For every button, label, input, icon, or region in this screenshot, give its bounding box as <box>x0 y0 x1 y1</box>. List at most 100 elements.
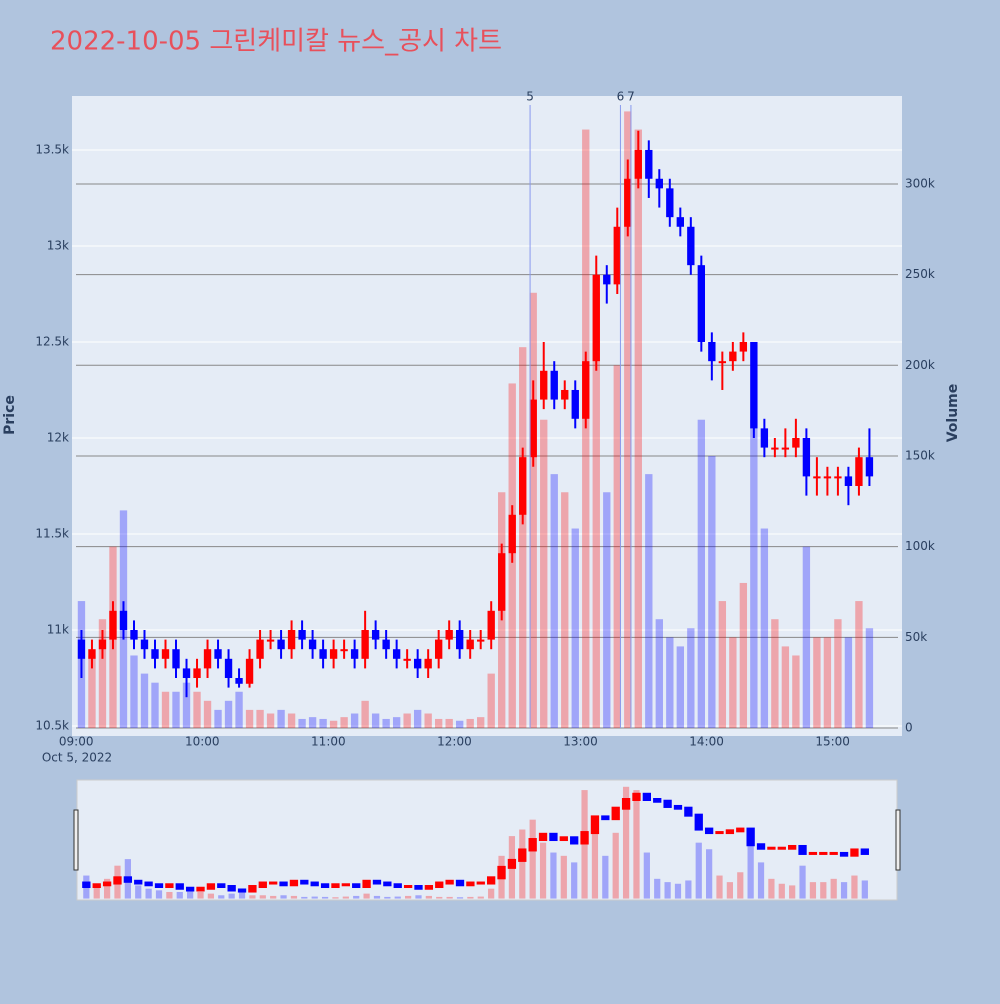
volume-bar <box>561 492 569 729</box>
slider-volume-bar <box>840 882 848 899</box>
candle-body <box>329 649 338 659</box>
volume-bar <box>519 347 527 729</box>
slider-volume-bar <box>238 891 246 899</box>
slider-candle <box>144 881 153 887</box>
y-tick-label: 12.5k <box>35 334 69 348</box>
slider-candle <box>403 885 413 889</box>
volume-bar <box>865 628 874 729</box>
slider-candle <box>653 798 662 803</box>
volume-bar <box>130 655 138 729</box>
candle-body <box>413 658 422 669</box>
volume-bar <box>750 419 758 729</box>
volume-bar <box>235 691 243 729</box>
candle-body <box>687 226 695 266</box>
slider-volume-bar <box>135 885 142 899</box>
candle-body <box>350 649 359 659</box>
slider-candle <box>642 792 651 802</box>
volume-bar <box>582 129 590 729</box>
volume-bar <box>771 619 779 729</box>
slider-candle <box>134 879 143 885</box>
candle-body <box>760 428 769 448</box>
volume-bar <box>529 292 537 729</box>
candle-body <box>319 649 327 659</box>
slider-candle <box>746 827 755 847</box>
volume-bar <box>718 601 727 729</box>
volume-bar <box>193 691 201 729</box>
slider-candle <box>684 806 693 817</box>
candle-body <box>802 437 811 477</box>
candle-body <box>645 149 653 179</box>
candle-body <box>434 639 443 659</box>
slider-candle <box>611 806 620 821</box>
slider-candle <box>362 879 371 889</box>
volume-bar <box>477 717 485 729</box>
candle-body <box>193 668 201 679</box>
volume-bar <box>182 682 191 729</box>
slider-volume-bar <box>695 842 702 899</box>
slider-candle <box>435 881 444 889</box>
slider-volume-bar <box>571 862 578 899</box>
slider-volume-bar <box>778 883 785 899</box>
x-tick-label: 11:00 <box>311 735 346 749</box>
slider-candle <box>237 888 247 893</box>
x-tick-label: 14:00 <box>689 735 724 749</box>
slider-candle <box>102 881 112 887</box>
slider-volume-bar <box>446 896 453 899</box>
volume-bar <box>571 528 579 729</box>
slider-volume-bar <box>176 891 183 899</box>
volume-bar <box>550 474 558 729</box>
slider-volume-bar <box>716 875 723 899</box>
slider-volume-bar <box>706 849 713 899</box>
y-tick-label: 11k <box>47 623 69 637</box>
slider-volume-bar <box>290 895 298 899</box>
slider-candle <box>424 885 434 890</box>
slider-candle <box>217 883 226 889</box>
slider-candle <box>559 836 568 842</box>
candle-body <box>287 630 296 650</box>
slider-handle[interactable] <box>73 809 79 871</box>
volume-bar <box>214 709 222 729</box>
slider-volume-bar <box>861 880 868 899</box>
slider-volume-bar <box>321 896 329 899</box>
y2-tick-label: 300k <box>905 176 935 190</box>
candle-body <box>708 341 716 362</box>
candle-body <box>172 649 180 669</box>
slider-candle <box>258 881 267 889</box>
volume-bar <box>151 682 159 729</box>
slider-candle <box>227 885 236 892</box>
volume-bar <box>624 111 632 729</box>
slider-volume-bar <box>664 882 671 899</box>
candle-body <box>855 457 863 486</box>
volume-bar <box>739 582 748 729</box>
slider-candle <box>476 881 485 885</box>
candle-body <box>613 226 621 285</box>
candle-body <box>308 639 317 650</box>
volume-bar <box>277 709 285 729</box>
volume-bar <box>697 419 706 729</box>
slider-volume-bar <box>415 895 422 899</box>
candle-body <box>445 630 453 640</box>
x-tick-label: 12:00 <box>437 735 472 749</box>
y2-tick-label: 0 <box>905 721 913 735</box>
candle-body <box>739 341 748 352</box>
slider-volume-bar <box>654 878 661 899</box>
slider-volume-bar <box>155 890 163 899</box>
slider-volume-bar <box>270 895 277 899</box>
slider-candle <box>497 865 506 880</box>
slider-candle <box>487 876 496 885</box>
slider-candle <box>736 827 745 833</box>
slider-candle <box>393 883 402 889</box>
chart-title: 2022-10-05 그린케미칼 뉴스_공시 차트 <box>50 27 502 57</box>
slider-candle <box>839 851 849 857</box>
volume-bar <box>540 419 548 729</box>
slider-volume-bar <box>820 882 827 899</box>
volume-bar <box>634 129 642 729</box>
slider-handle[interactable] <box>895 809 901 871</box>
candle-body <box>582 361 590 419</box>
slider-volume-bar <box>332 897 339 899</box>
slider-candle <box>715 831 724 835</box>
slider-volume-bar <box>405 895 412 899</box>
candle-body <box>571 389 579 419</box>
slider-volume-bar <box>363 893 370 899</box>
volume-bar <box>603 492 611 729</box>
